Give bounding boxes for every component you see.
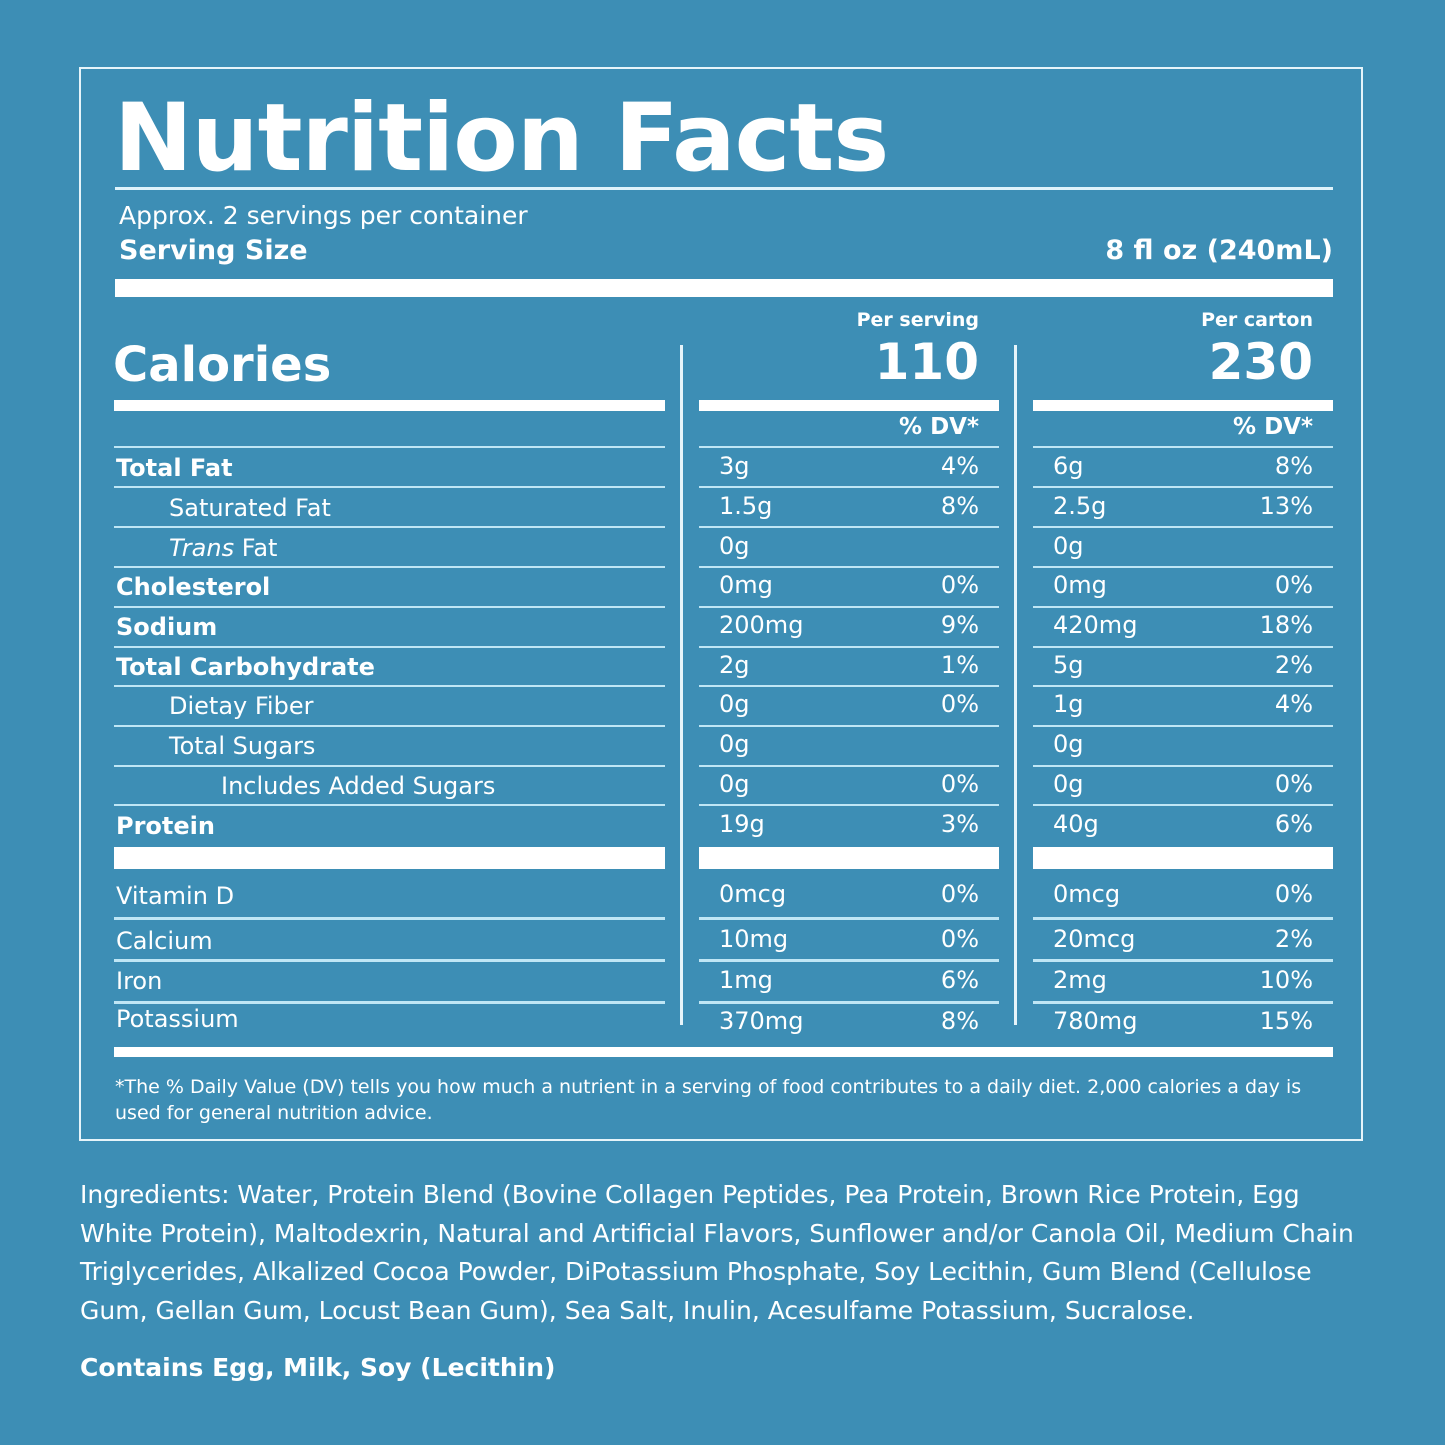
- serving-amount: 2g: [719, 651, 750, 679]
- nutrient-name: Cholesterol: [116, 573, 271, 601]
- allergen-statement: Contains Egg, Milk, Soy (Lecithin): [80, 1353, 556, 1382]
- carton-amount: 0mg: [1053, 571, 1107, 599]
- serving-amount: 1mg: [719, 966, 773, 994]
- calories-bar-serving: [699, 400, 999, 411]
- vitamin-name: Vitamin D: [116, 882, 235, 910]
- serving-dv: 1%: [940, 651, 979, 679]
- carton-dv: 13%: [1259, 492, 1313, 520]
- carton-dv: 6%: [1274, 810, 1313, 838]
- carton-amount: 0mcg: [1053, 880, 1121, 908]
- carton-amount: 20mcg: [1053, 925, 1136, 953]
- carton-amount: 0g: [1053, 770, 1084, 798]
- calories-per-serving: 110: [874, 333, 979, 391]
- nutrient-name: Sodium: [116, 613, 218, 641]
- label-title: Nutrition Facts: [114, 84, 889, 193]
- nutrient-name: Saturated Fat: [169, 494, 331, 522]
- serving-amount: 10mg: [719, 925, 789, 953]
- protein-bar-left: [114, 847, 665, 869]
- nutrient-name: Dietay Fiber: [169, 692, 314, 720]
- serving-amount: 200mg: [719, 611, 804, 639]
- serving-dv: 0%: [940, 571, 979, 599]
- nutrient-name: Protein: [116, 812, 215, 840]
- dv-header-carton: % DV*: [1233, 414, 1313, 440]
- carton-amount: 2.5g: [1053, 492, 1107, 520]
- protein-bar-carton: [1033, 847, 1333, 869]
- carton-dv: 8%: [1274, 452, 1313, 480]
- serving-dv: 9%: [940, 611, 979, 639]
- ingredients-list: Ingredients: Water, Protein Blend (Bovin…: [80, 1180, 1354, 1325]
- calories-bar-left: [114, 400, 665, 411]
- serving-amount: 0g: [719, 770, 750, 798]
- italic-prefix: Trans: [169, 534, 235, 562]
- serving-amount: 1.5g: [719, 492, 773, 520]
- calories-per-carton: 230: [1208, 333, 1313, 391]
- servings-per-container: Approx. 2 servings per container: [119, 201, 528, 230]
- nutrition-facts-panel: [79, 67, 1363, 1141]
- col-header-carton: Per carton: [1201, 309, 1313, 331]
- serving-dv: 0%: [940, 690, 979, 718]
- serving-dv: 3%: [940, 810, 979, 838]
- nutrient-name: Total Sugars: [169, 732, 316, 760]
- nutrient-name: Includes Added Sugars: [221, 772, 496, 800]
- serving-dv: 6%: [940, 966, 979, 994]
- dv-header-serving: % DV*: [899, 414, 979, 440]
- serving-amount: 0mg: [719, 571, 773, 599]
- name-suffix: Fat: [234, 534, 278, 562]
- nutrient-name-trans-fat: Trans Fat: [169, 534, 277, 562]
- serving-amount: 0g: [719, 730, 750, 758]
- carton-amount: 780mg: [1053, 1007, 1138, 1035]
- serving-amount: 3g: [719, 452, 750, 480]
- serving-amount: 19g: [719, 810, 765, 838]
- calories-label: Calories: [113, 337, 332, 393]
- serving-amount: 0mcg: [719, 880, 787, 908]
- serving-size-value: 8 fl oz (240mL): [1105, 235, 1333, 266]
- calories-bar-carton: [1033, 400, 1333, 411]
- carton-dv: 15%: [1259, 1007, 1313, 1035]
- serving-dv: 0%: [940, 925, 979, 953]
- carton-dv: 18%: [1259, 611, 1313, 639]
- serving-dv: 8%: [940, 1007, 979, 1035]
- vitamin-name: Iron: [116, 967, 163, 995]
- serving-amount: 370mg: [719, 1007, 804, 1035]
- serving-size-bar: [115, 279, 1333, 297]
- carton-dv: 4%: [1274, 690, 1313, 718]
- carton-dv: 2%: [1274, 925, 1313, 953]
- carton-dv: 0%: [1274, 880, 1313, 908]
- carton-amount: 420mg: [1053, 611, 1138, 639]
- footer-bar: [114, 1047, 1333, 1057]
- carton-dv: 10%: [1259, 966, 1313, 994]
- nutrient-name: Total Carbohydrate: [116, 653, 375, 681]
- carton-amount: 1g: [1053, 690, 1084, 718]
- carton-amount: 6g: [1053, 452, 1084, 480]
- column-divider-1: [680, 345, 683, 1025]
- serving-dv: 4%: [940, 452, 979, 480]
- nutrient-name: Total Fat: [116, 454, 233, 482]
- carton-dv: 2%: [1274, 651, 1313, 679]
- dv-footnote: *The % Daily Value (DV) tells you how mu…: [115, 1076, 1302, 1124]
- col-header-serving: Per serving: [856, 309, 979, 331]
- carton-dv: 0%: [1274, 770, 1313, 798]
- protein-bar-serving: [699, 847, 999, 869]
- carton-amount: 0g: [1053, 730, 1084, 758]
- column-divider-2: [1014, 345, 1017, 1025]
- title-divider: [115, 187, 1333, 190]
- vitamin-name: Potassium: [116, 1005, 239, 1033]
- carton-amount: 0g: [1053, 532, 1084, 560]
- serving-amount: 0g: [719, 690, 750, 718]
- carton-dv: 0%: [1274, 571, 1313, 599]
- serving-amount: 0g: [719, 532, 750, 560]
- serving-size-label: Serving Size: [119, 235, 308, 266]
- vitamin-name: Calcium: [116, 927, 213, 955]
- carton-amount: 5g: [1053, 651, 1084, 679]
- carton-amount: 40g: [1053, 810, 1099, 838]
- serving-dv: 8%: [940, 492, 979, 520]
- serving-dv: 0%: [940, 770, 979, 798]
- serving-dv: 0%: [940, 880, 979, 908]
- carton-amount: 2mg: [1053, 966, 1107, 994]
